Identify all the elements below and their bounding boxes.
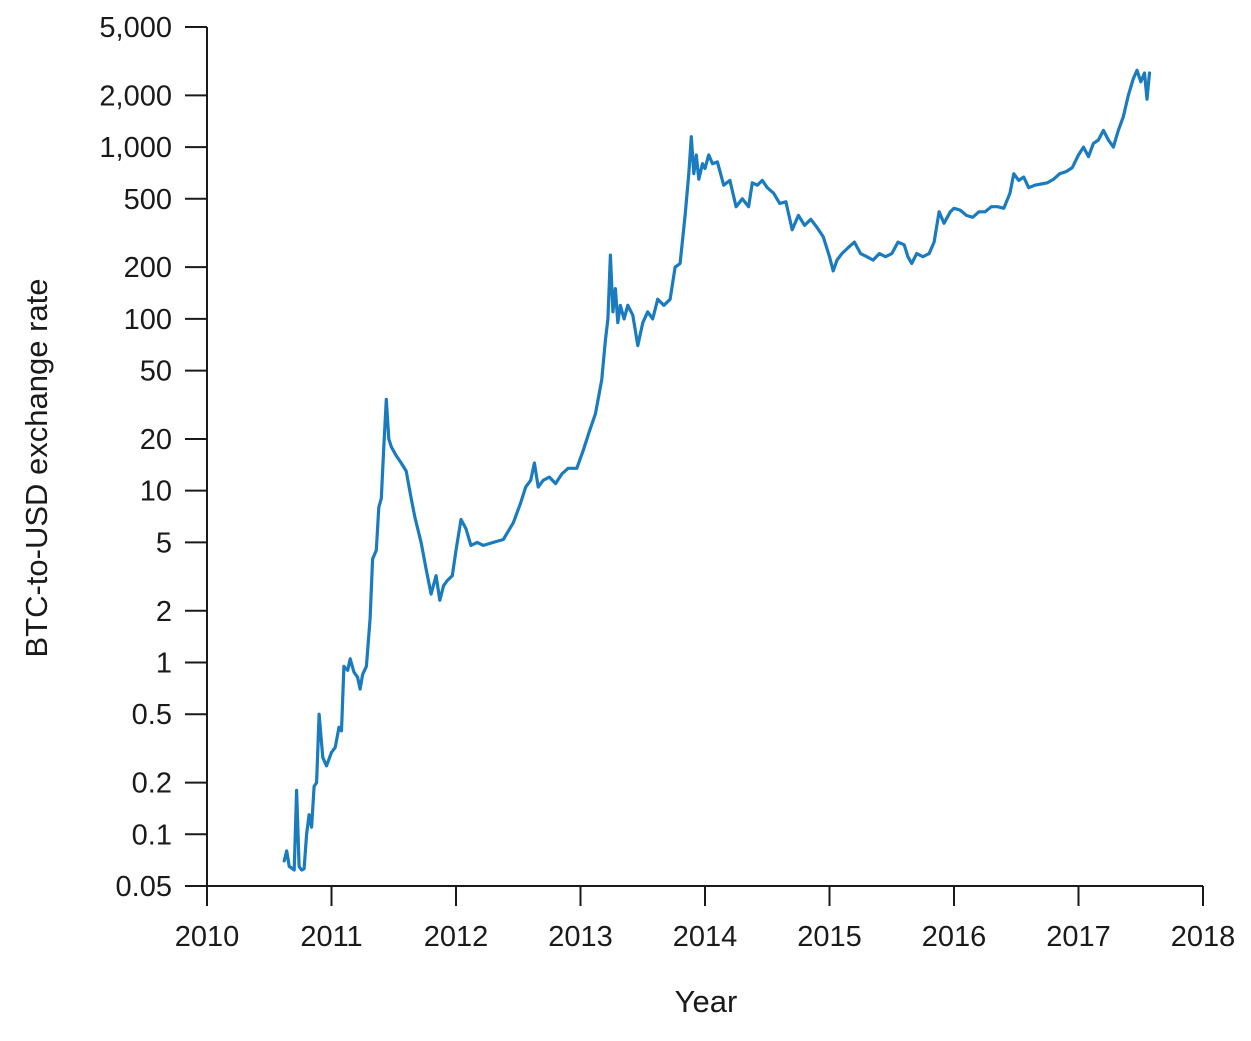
y-tick-label: 20 (140, 424, 172, 456)
x-axis-title: Year (675, 984, 738, 1019)
y-axis-title: BTC-to-USD exchange rate (19, 278, 54, 657)
x-tick-label: 2017 (1046, 921, 1111, 953)
x-tick-label: 2010 (175, 921, 240, 953)
y-tick-label: 200 (124, 252, 172, 284)
x-axis: 2010 2011 2012 2013 2014 2015 2016 2017 2018 (175, 885, 1236, 953)
y-tick-label: 2 (156, 596, 172, 628)
y-tick-label: 1 (156, 647, 172, 679)
x-tick-label: 2014 (673, 921, 738, 953)
series-line-btc-usd (282, 68, 1152, 872)
x-tick-label: 2012 (424, 921, 489, 953)
y-tick-label: 2,000 (99, 80, 172, 112)
y-tick-label: 500 (124, 184, 172, 216)
y-tick-label: 5 (156, 527, 172, 559)
x-tick-label: 2016 (922, 921, 987, 953)
y-tick-label: 5,000 (99, 12, 172, 44)
y-axis: 0.05 0.1 0.2 0.5 1 2 5 10 20 50 100 200 500 1,000 2,00… (99, 12, 208, 903)
y-tick-label: 1,000 (99, 132, 172, 164)
y-tick-label: 0.05 (116, 871, 172, 903)
y-tick-label: 0.2 (132, 768, 172, 800)
y-tick-label: 0.1 (132, 819, 172, 851)
y-tick-label: 0.5 (132, 699, 172, 731)
x-tick-label: 2011 (300, 921, 362, 953)
x-tick-label: 2015 (797, 921, 862, 953)
y-tick-label: 100 (124, 304, 172, 336)
y-tick-label: 10 (140, 476, 172, 508)
x-tick-label: 2013 (548, 921, 613, 953)
series-group (282, 68, 1152, 872)
x-tick-label: 2018 (1171, 921, 1236, 953)
y-tick-label: 50 (140, 356, 172, 388)
